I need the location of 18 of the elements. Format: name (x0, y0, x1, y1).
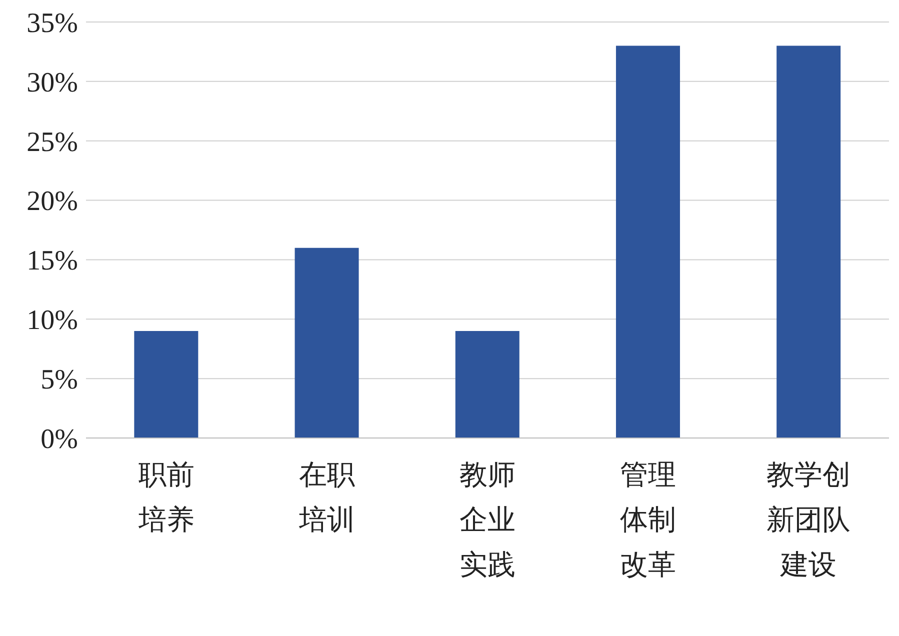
x-tick-label: 教师企业实践 (460, 458, 516, 581)
bar (294, 248, 359, 438)
y-tick-label: 25% (26, 126, 78, 158)
y-tick-label: 35% (26, 8, 78, 39)
x-tick-label: 管理体制改革 (620, 458, 676, 581)
y-tick-label: 20% (26, 186, 78, 218)
bar (455, 331, 520, 438)
y-tick-label: 15% (26, 246, 78, 277)
bar (134, 331, 198, 438)
bar (616, 46, 680, 438)
y-tick-label: 5% (40, 364, 78, 396)
bar (776, 46, 841, 438)
y-tick-label: 0% (40, 424, 78, 455)
y-tick-label: 10% (26, 305, 78, 336)
x-tick-label: 教学创新团队建设 (766, 458, 851, 581)
x-tick-label: 职前培养 (137, 458, 194, 536)
y-tick-label: 30% (26, 67, 78, 98)
x-tick-label: 在职培训 (298, 458, 355, 536)
